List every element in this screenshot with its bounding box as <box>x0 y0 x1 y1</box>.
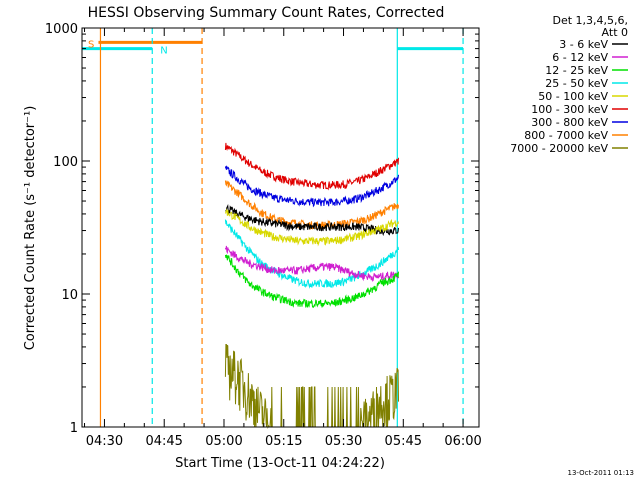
plot-frame <box>81 27 480 428</box>
legend-label: 100 - 300 keV <box>531 103 608 116</box>
legend-label: 7000 - 20000 keV <box>510 142 608 155</box>
series-line <box>224 204 399 237</box>
series-line <box>224 165 399 208</box>
legend-label: 50 - 100 keV <box>538 90 608 103</box>
plot-marks: SN <box>82 28 464 429</box>
series-line <box>224 219 399 289</box>
y-tick-label: 10 <box>61 288 78 303</box>
x-tick-label: 04:45 <box>145 434 182 449</box>
footer-timestamp: 13-Oct-2011 01:13 <box>568 469 634 477</box>
legend-header: Det 1,3,4,5,6, <box>552 14 628 27</box>
saa-flag-label: S <box>88 39 94 50</box>
legend-label: 25 - 50 keV <box>545 77 608 90</box>
axes: 1 10 100 1000 04:30 04:45 05:00 05:15 05:30 05:45… <box>45 22 482 449</box>
x-axis-label: Start Time (13-Oct-11 04:24:22) <box>175 456 385 471</box>
legend-label: 800 - 7000 keV <box>524 129 608 142</box>
legend-label: 3 - 6 keV <box>559 38 608 51</box>
x-tick-label: 05:30 <box>325 434 362 449</box>
legend-header: Att 0 <box>602 26 628 39</box>
legend-label: 6 - 12 keV <box>552 51 608 64</box>
legend-label: 300 - 800 keV <box>531 116 608 129</box>
y-tick-label: 1 <box>70 421 78 436</box>
series-line <box>224 254 399 309</box>
series-line <box>224 208 399 247</box>
y-tick-label: 100 <box>53 155 78 170</box>
x-tick-label: 04:30 <box>86 434 123 449</box>
series-line <box>224 344 399 429</box>
night-flag-label: N <box>160 46 167 57</box>
x-tick-label: 06:00 <box>444 434 481 449</box>
legend-label: 12 - 25 keV <box>545 64 608 77</box>
y-tick-label: 1000 <box>45 22 78 37</box>
x-tick-label: 05:15 <box>265 434 302 449</box>
chart-title: HESSI Observing Summary Count Rates, Cor… <box>88 5 445 21</box>
x-tick-label: 05:00 <box>205 434 242 449</box>
x-tick-label: 05:45 <box>385 434 422 449</box>
series-line <box>224 245 399 282</box>
series-line <box>224 142 399 191</box>
y-axis-label: Corrected Count Rate (s⁻¹ detector⁻¹) <box>23 106 38 351</box>
